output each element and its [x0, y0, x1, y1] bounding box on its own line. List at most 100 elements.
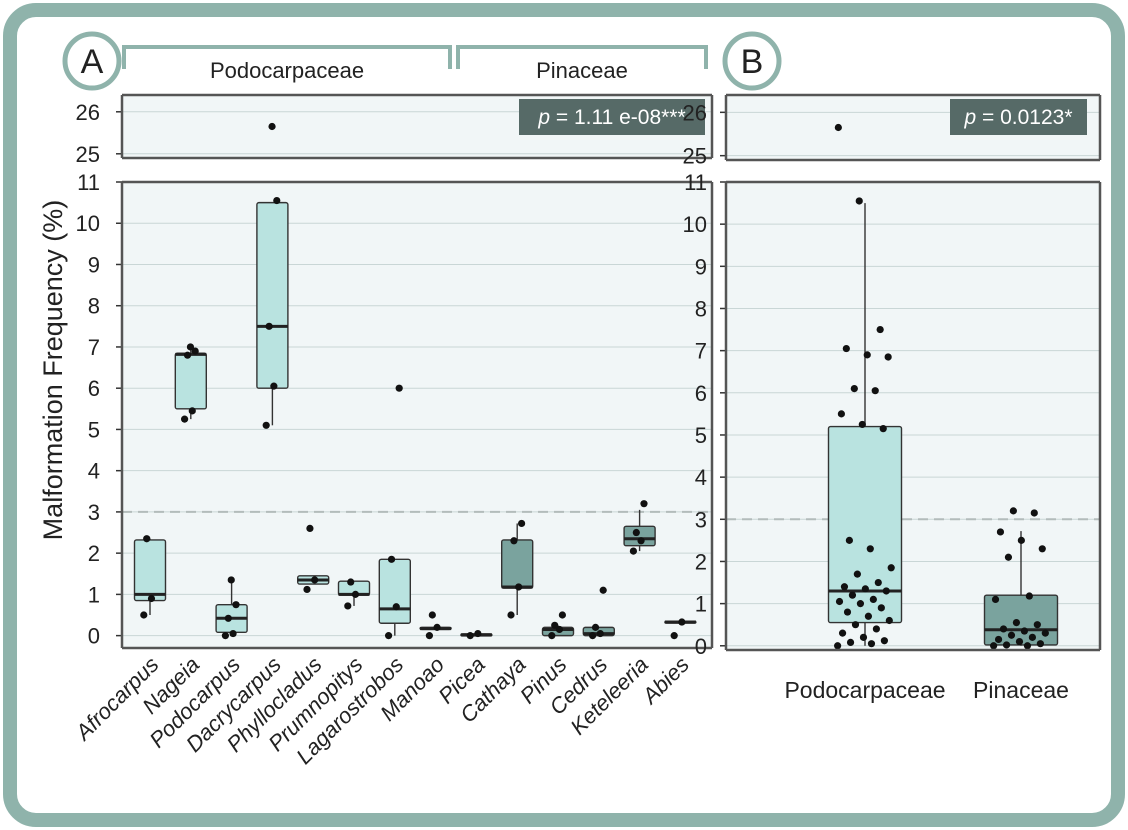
data-point	[262, 421, 270, 429]
data-point	[181, 415, 189, 423]
data-point	[395, 384, 403, 392]
data-point	[876, 325, 884, 334]
data-point	[869, 595, 877, 604]
y-tick-label: 10	[683, 212, 707, 237]
data-point	[268, 122, 276, 131]
y-tick-label: 10	[76, 211, 100, 236]
data-point	[887, 564, 895, 572]
data-point	[991, 595, 1000, 604]
y-tick-label: 4	[695, 465, 707, 490]
data-point	[510, 537, 518, 545]
data-point	[596, 629, 604, 638]
data-point	[224, 614, 232, 622]
data-point	[851, 621, 860, 629]
data-point	[1007, 631, 1016, 639]
group-label: Podocarpaceae	[210, 58, 364, 83]
data-point	[637, 537, 645, 545]
lower-plot-area	[122, 182, 712, 648]
y-tick-label: 1	[695, 592, 707, 617]
category-label: Podocarpaceae	[784, 677, 945, 703]
box	[174, 352, 208, 410]
data-point	[555, 625, 564, 634]
box	[623, 525, 656, 547]
group-bracket	[456, 45, 708, 69]
data-point	[385, 632, 393, 640]
y-tick-label: 26	[683, 100, 707, 125]
y-tick-label: 25	[76, 142, 100, 167]
y-tick-label: 11	[77, 170, 100, 195]
p-value-text: p = 0.0123*	[963, 106, 1072, 129]
data-point	[273, 196, 281, 205]
data-point	[629, 547, 638, 555]
p-value-symbol: p	[963, 106, 976, 129]
data-point	[548, 632, 556, 640]
data-point	[848, 591, 857, 599]
data-point	[183, 351, 192, 359]
y-tick-label: 9	[88, 252, 100, 277]
data-point	[232, 601, 240, 609]
data-point	[392, 603, 400, 611]
data-point	[872, 625, 880, 633]
y-tick-label: 3	[88, 500, 100, 525]
data-point	[507, 611, 515, 619]
data-point	[863, 351, 871, 359]
y-tick-label: 8	[88, 294, 100, 319]
data-point	[551, 621, 559, 629]
p-value-number: = 1.11 e-08***	[550, 106, 686, 129]
data-point	[1009, 507, 1017, 515]
data-point	[428, 611, 436, 619]
box	[501, 539, 534, 589]
data-point	[425, 632, 433, 640]
y-tick-label: 1	[88, 582, 100, 607]
data-point	[853, 570, 861, 578]
data-point	[344, 602, 352, 610]
y-tick-label: 11	[684, 170, 707, 195]
data-point	[1025, 592, 1033, 600]
data-point	[143, 535, 151, 543]
y-tick-label: 6	[88, 376, 100, 401]
data-point	[1028, 633, 1036, 641]
data-point	[1017, 536, 1025, 544]
data-point	[515, 583, 523, 591]
data-point	[347, 578, 355, 586]
y-tick-label: 2	[695, 549, 707, 574]
data-point	[589, 632, 597, 640]
box	[133, 539, 167, 602]
y-tick-label: 7	[88, 335, 100, 360]
data-point	[632, 528, 640, 537]
data-point	[227, 576, 235, 584]
data-point	[1020, 627, 1029, 635]
data-point	[265, 322, 273, 330]
data-point	[517, 519, 526, 528]
p-value-number: = 0.0123*	[976, 106, 1072, 129]
data-point	[191, 347, 199, 355]
data-point	[1015, 637, 1024, 646]
data-point	[867, 640, 876, 648]
data-point	[850, 384, 858, 393]
data-point	[871, 387, 879, 395]
data-point	[858, 420, 866, 429]
data-point	[866, 545, 874, 553]
panel-label: A	[81, 43, 104, 81]
y-tick-label: 4	[88, 459, 100, 484]
box	[256, 201, 289, 389]
box	[983, 594, 1059, 646]
data-point	[591, 623, 600, 631]
data-point	[678, 618, 686, 626]
data-point	[835, 597, 844, 606]
data-point	[140, 611, 148, 619]
data-point	[474, 629, 482, 638]
y-tick-label: 9	[695, 254, 707, 279]
data-point	[1002, 641, 1011, 649]
data-point	[837, 410, 845, 418]
data-point	[880, 637, 888, 645]
data-point	[221, 632, 229, 640]
data-point	[834, 642, 842, 650]
data-point	[882, 587, 890, 595]
data-point	[640, 500, 648, 508]
p-value-badge	[519, 99, 705, 135]
data-point	[1012, 618, 1021, 627]
lower-plot-area	[726, 182, 1100, 650]
panel-label: B	[741, 43, 764, 81]
